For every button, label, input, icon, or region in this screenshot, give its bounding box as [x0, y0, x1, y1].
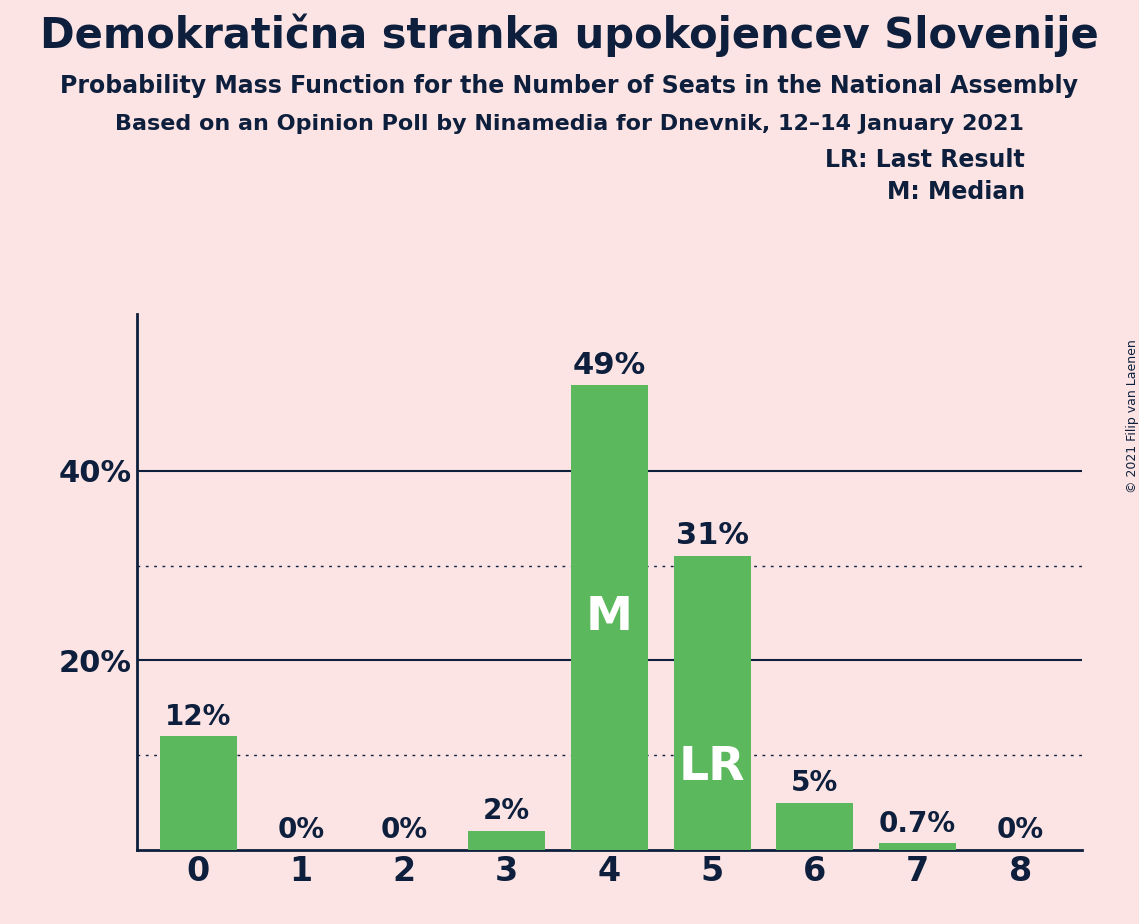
Text: 5%: 5% [792, 769, 838, 797]
Text: © 2021 Filip van Laenen: © 2021 Filip van Laenen [1125, 339, 1139, 492]
Bar [159, 736, 237, 850]
Bar [673, 556, 751, 850]
Text: 2%: 2% [483, 797, 530, 825]
Text: M: M [585, 595, 633, 640]
Text: Probability Mass Function for the Number of Seats in the National Assembly: Probability Mass Function for the Number… [60, 74, 1079, 98]
Text: Demokratična stranka upokojencev Slovenije: Demokratična stranka upokojencev Sloveni… [40, 14, 1099, 57]
Text: 12%: 12% [165, 702, 231, 731]
Text: 49%: 49% [573, 350, 646, 380]
Text: Based on an Opinion Poll by Ninamedia for Dnevnik, 12–14 January 2021: Based on an Opinion Poll by Ninamedia fo… [115, 114, 1024, 134]
Text: 0%: 0% [278, 817, 325, 845]
Bar [777, 803, 853, 850]
Text: 0%: 0% [380, 817, 427, 845]
Text: LR: LR [679, 746, 745, 790]
Bar [468, 831, 546, 850]
Text: 0.7%: 0.7% [879, 809, 957, 838]
Text: 0%: 0% [997, 817, 1044, 845]
Bar [571, 385, 648, 850]
Text: M: Median: M: Median [887, 180, 1025, 204]
Text: 31%: 31% [675, 521, 748, 551]
Bar [879, 844, 956, 850]
Text: LR: Last Result: LR: Last Result [826, 148, 1025, 172]
